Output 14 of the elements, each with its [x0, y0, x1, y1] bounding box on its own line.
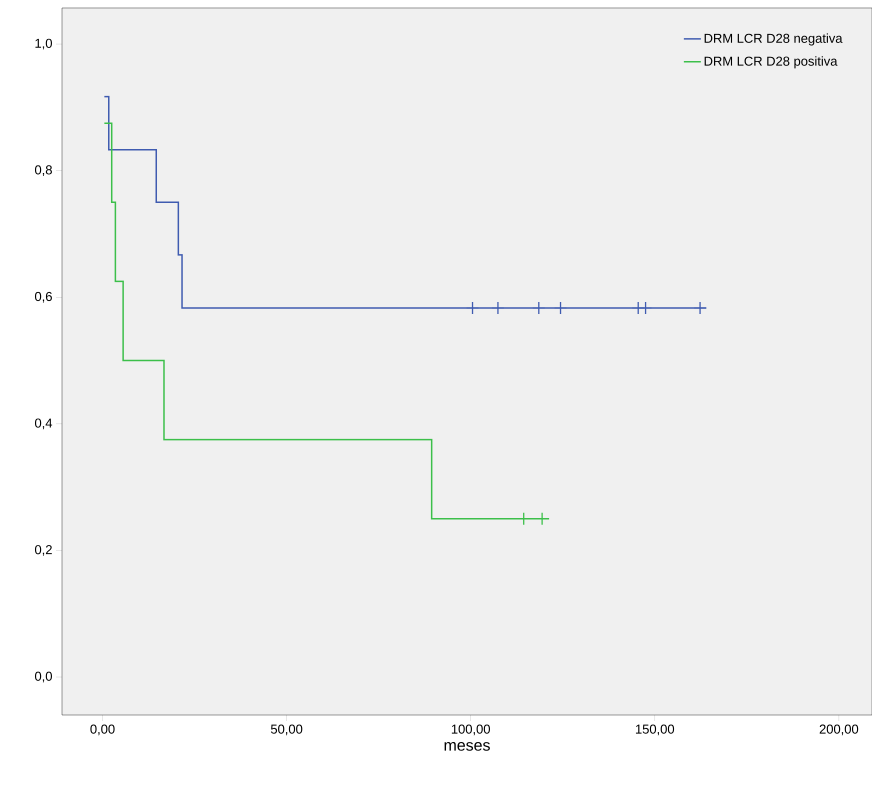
y-tick-label: 0,0: [34, 672, 52, 682]
y-tick-label: 0,4: [34, 418, 52, 430]
x-tick-label: 150,00: [636, 724, 674, 736]
y-tick-label: 0,6: [34, 292, 52, 303]
legend-label: DRM LCR D28 negativa: [704, 33, 842, 46]
legend-label: DRM LCR D28 positiva: [704, 56, 838, 68]
x-tick-label: 200,00: [820, 724, 858, 736]
y-tick-label: 0,2: [34, 545, 52, 556]
x-tick-label: 100,00: [452, 724, 490, 736]
x-axis-title: meses: [444, 742, 490, 751]
x-tick-label: 50,00: [270, 724, 302, 736]
y-tick-label: 1,0: [35, 38, 52, 50]
x-tick-label: 0,00: [90, 724, 115, 736]
y-tick-label: 0,8: [34, 165, 52, 176]
